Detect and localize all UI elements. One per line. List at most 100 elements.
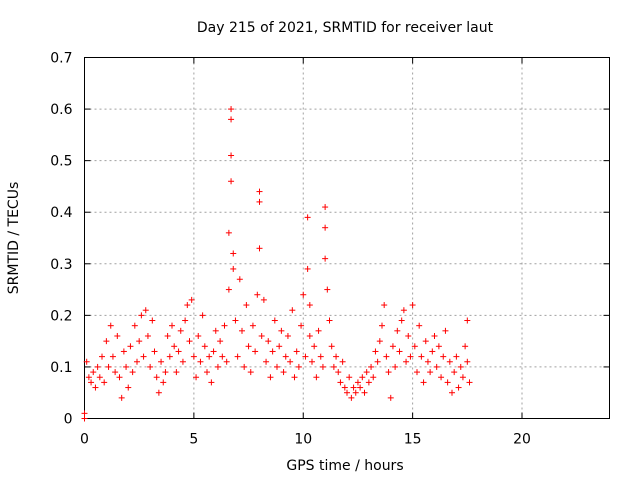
data-point (298, 322, 305, 329)
data-point (158, 358, 165, 365)
data-point (175, 348, 182, 355)
data-point (171, 343, 178, 350)
data-point (365, 379, 372, 386)
data-point (155, 389, 162, 396)
data-point (414, 369, 420, 376)
y-tick-label: 0.5 (50, 154, 72, 170)
data-point (88, 379, 95, 386)
data-point (149, 317, 156, 324)
data-point (101, 379, 108, 386)
y-tick-label: 0.6 (50, 102, 72, 118)
data-point (383, 353, 390, 360)
data-point (306, 302, 313, 309)
data-point (239, 327, 245, 334)
data-point (151, 348, 158, 355)
data-point (94, 363, 101, 370)
data-point (361, 389, 368, 396)
data-point (217, 338, 224, 345)
data-point (466, 379, 473, 386)
y-tick-label: 0.4 (50, 205, 72, 221)
data-point (389, 343, 396, 350)
data-point (418, 353, 425, 360)
data-point (317, 353, 324, 360)
x-tick-label: 15 (404, 432, 422, 448)
data-point (304, 214, 311, 221)
x-tick-label: 10 (294, 432, 312, 448)
data-point (162, 369, 169, 376)
data-point (344, 389, 350, 396)
data-point (309, 358, 315, 365)
data-point (293, 348, 300, 355)
data-point (269, 348, 276, 355)
data-point (407, 353, 414, 360)
data-point (403, 358, 410, 365)
data-point (221, 322, 228, 329)
data-point (363, 369, 370, 376)
data-point (429, 348, 436, 355)
data-point (462, 343, 469, 350)
x-axis-label: GPS time / hours (286, 458, 403, 474)
y-tick-label: 0.3 (50, 257, 72, 273)
data-point (153, 374, 160, 381)
y-tick-label: 0.7 (50, 51, 72, 67)
data-point (206, 353, 213, 360)
data-point (337, 379, 344, 386)
data-point (284, 332, 291, 339)
data-point (114, 332, 121, 339)
data-point (350, 384, 357, 391)
data-point (322, 224, 329, 231)
data-point (374, 358, 381, 365)
data-point (328, 343, 335, 350)
data-point (459, 374, 466, 381)
data-point (304, 265, 311, 272)
data-point (341, 384, 348, 391)
data-point (228, 178, 235, 185)
data-point (267, 374, 274, 381)
data-point (228, 106, 235, 113)
data-point (81, 410, 88, 417)
data-point (249, 322, 256, 329)
data-point (85, 374, 92, 381)
data-point (147, 363, 154, 370)
data-point (134, 358, 140, 365)
data-point (444, 379, 451, 386)
data-point (186, 338, 193, 345)
x-tick-label: 0 (80, 432, 89, 448)
data-point (90, 369, 97, 376)
data-point (271, 317, 278, 324)
data-point (326, 317, 333, 324)
data-point (438, 374, 445, 381)
y-tick-label: 0.2 (50, 308, 72, 324)
data-point (120, 348, 127, 355)
data-point (306, 332, 313, 339)
data-point (435, 343, 442, 350)
chart-title: Day 215 of 2021, SRMTID for receiver lau… (197, 20, 494, 36)
data-point (232, 317, 239, 324)
data-point (280, 369, 287, 376)
data-point (398, 317, 405, 324)
data-point (105, 363, 112, 370)
data-point (109, 353, 116, 360)
data-point (123, 363, 130, 370)
data-point (354, 379, 361, 386)
data-point (190, 353, 197, 360)
data-point (278, 327, 285, 334)
data-point (387, 394, 394, 401)
data-point (254, 291, 261, 298)
data-point (225, 286, 232, 293)
data-point (464, 358, 471, 365)
data-point (96, 374, 103, 381)
data-point (131, 322, 138, 329)
data-point (352, 389, 359, 396)
data-point (214, 363, 221, 370)
data-point (164, 332, 171, 339)
data-point (420, 379, 427, 386)
data-point (228, 116, 235, 123)
data-point (379, 322, 385, 329)
data-point (258, 332, 265, 339)
data-point (405, 332, 412, 339)
data-point (236, 276, 243, 283)
data-point (446, 358, 453, 365)
data-point (179, 358, 186, 365)
data-point (324, 286, 331, 293)
